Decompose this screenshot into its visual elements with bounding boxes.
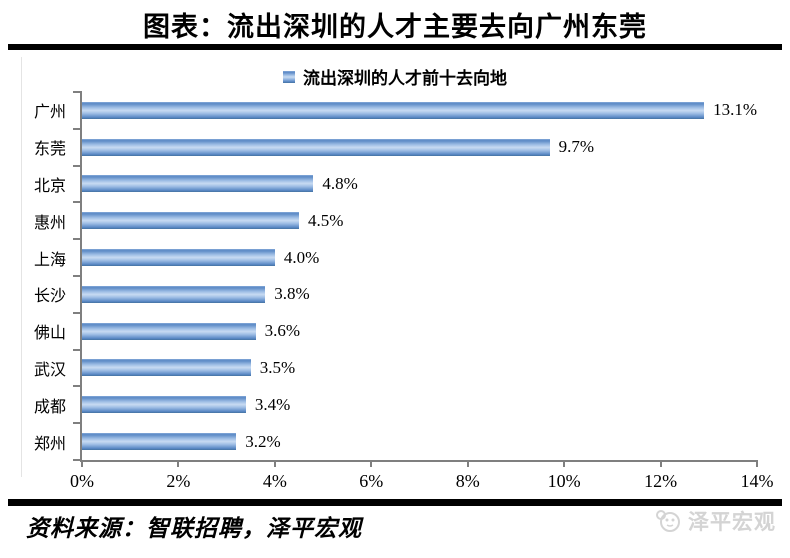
x-tick-label: 12%: [644, 471, 678, 491]
bar-value-label: 3.5%: [259, 357, 296, 377]
x-axis-tick: [273, 460, 276, 467]
category-label: 成都: [33, 398, 66, 416]
bar: [82, 285, 266, 303]
y-axis-tick: [73, 385, 82, 388]
category-label: 广州: [33, 104, 66, 122]
watermark-label: 泽平宏观: [688, 510, 776, 534]
x-tick-label: 4%: [262, 471, 287, 491]
y-axis-tick: [73, 459, 82, 461]
chart-row: 郑州 3.2%: [34, 423, 757, 460]
y-axis-tick: [73, 275, 82, 277]
x-tick-label: 8%: [455, 471, 480, 491]
bar-value-label: 4.0%: [283, 247, 320, 267]
bar-value-label: 3.8%: [274, 284, 310, 304]
x-axis-labels: 0% 2% 4% 6% 8% 10% 12% 14%: [70, 471, 774, 495]
bar-value-label: 9.7%: [558, 137, 595, 157]
bar-value-label: 3.2%: [245, 431, 281, 451]
category-label: 北京: [33, 177, 66, 195]
y-axis-tick: [73, 164, 82, 167]
bar: [82, 396, 246, 414]
zeping-macro-logo-icon: [656, 510, 680, 532]
bar-value-label: 4.8%: [322, 173, 358, 193]
category-label: 东莞: [33, 141, 66, 159]
category-label: 武汉: [33, 361, 66, 379]
bar: [82, 322, 256, 340]
x-axis-tick: [659, 460, 662, 467]
y-axis-tick: [73, 238, 82, 241]
chart-row: 东莞 9.7%: [34, 129, 757, 166]
y-axis-tick: [73, 348, 82, 351]
x-axis-tick: [81, 460, 83, 467]
bar: [82, 101, 705, 119]
chart-row: 广州 13.1%: [34, 92, 757, 129]
x-tick-label: 0%: [70, 471, 94, 491]
chart-row: 长沙 3.8%: [34, 276, 757, 313]
bar-value-label: 4.5%: [307, 210, 344, 230]
x-axis-tick: [466, 460, 469, 467]
bar-value-label: 3.6%: [264, 321, 300, 341]
x-axis-tick: [370, 460, 373, 467]
x-axis-tick: [756, 460, 758, 467]
bar-value-label: 3.4%: [254, 394, 291, 414]
legend-swatch-icon: [283, 70, 295, 83]
bar: [82, 175, 314, 193]
plot-area: 广州 13.1% 东莞 9.7% 北京 4.8% 惠州 4.5% 上海 4.0% 长沙 3.8% 佛山 3…: [34, 91, 774, 491]
top-divider: [8, 44, 782, 50]
chart-legend: 流出深圳的人才前十去向地: [0, 64, 790, 89]
source-text: 资料来源：智联招聘，泽平宏观: [26, 516, 362, 541]
legend-label: 流出深圳的人才前十去向地: [303, 69, 507, 88]
chart-row: 成都 3.4%: [34, 386, 757, 423]
watermark: 泽平宏观: [653, 506, 776, 536]
y-axis-tick: [73, 127, 82, 130]
bar: [82, 359, 251, 377]
x-tick-label: 6%: [359, 471, 384, 491]
bar: [82, 138, 550, 156]
category-label: 郑州: [33, 435, 66, 453]
x-tick-label: 10%: [547, 471, 581, 491]
chart-row: 武汉 3.5%: [34, 350, 757, 387]
category-label: 长沙: [33, 288, 66, 306]
x-tick-label: 14%: [740, 471, 774, 491]
chart-row: 北京 4.8%: [34, 166, 757, 203]
bar: [82, 212, 299, 230]
chart-row: 上海 4.0%: [34, 239, 757, 276]
chart-row: 惠州 4.5%: [34, 202, 757, 239]
chart-row: 佛山 3.6%: [34, 313, 757, 350]
chart-frame-line: [21, 57, 22, 477]
x-tick-label: 2%: [166, 471, 191, 491]
category-label: 惠州: [33, 214, 66, 232]
category-label: 佛山: [33, 325, 66, 343]
x-axis-tick: [563, 460, 566, 467]
y-axis-tick: [73, 91, 82, 93]
y-axis-tick: [73, 311, 82, 314]
bar: [82, 433, 237, 451]
category-label: 上海: [33, 251, 66, 269]
page-title: 图表：流出深圳的人才主要去向广州东莞: [143, 12, 647, 42]
bar-value-label: 13.1%: [713, 100, 757, 120]
y-axis-tick: [73, 201, 82, 204]
bottom-divider: [8, 499, 782, 506]
x-axis-tick: [177, 460, 180, 467]
bar: [82, 249, 275, 267]
y-axis-tick: [73, 422, 82, 425]
